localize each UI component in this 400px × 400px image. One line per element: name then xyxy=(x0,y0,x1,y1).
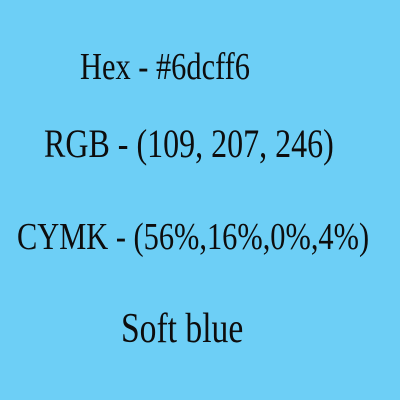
cmyk-values-text: CYMK - (56%,16%,0%,4%) xyxy=(17,216,370,258)
hex-code-text: Hex - #6dcff6 xyxy=(80,46,250,88)
color-name-text: Soft blue xyxy=(121,306,244,352)
rgb-values-text: RGB - (109, 207, 246) xyxy=(44,121,334,166)
